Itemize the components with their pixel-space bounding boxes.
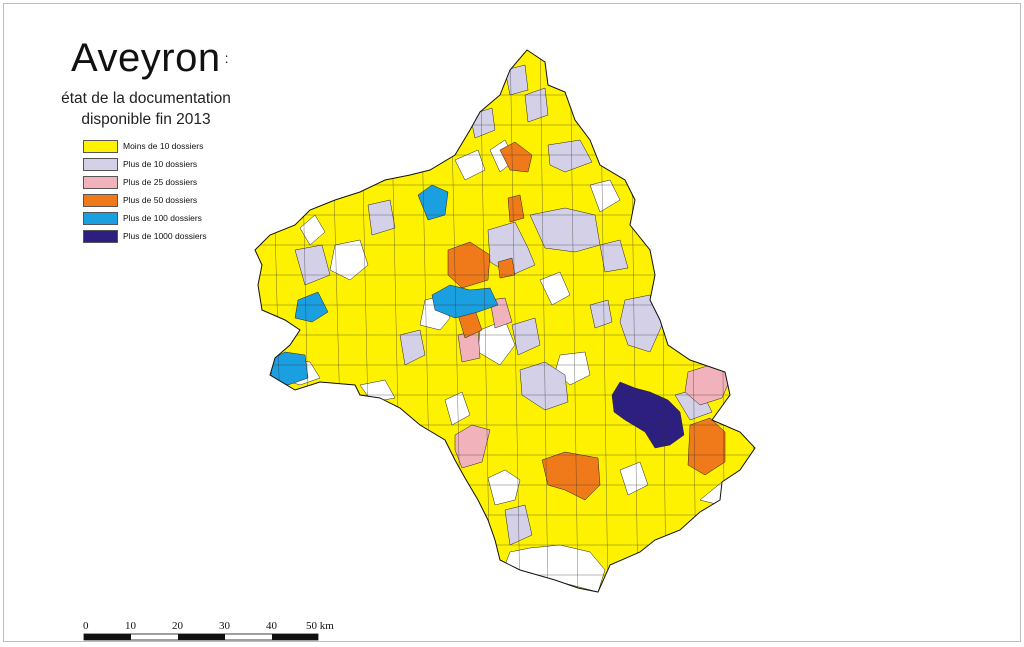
commune-polygon: [499, 141, 533, 173]
legend-swatch: [83, 139, 118, 153]
scale-tick-label: 0: [83, 620, 89, 632]
boundary-lines-horizontal: [255, 94, 755, 576]
commune-polygon: [541, 451, 601, 501]
title-block: Aveyron:: [40, 36, 260, 81]
subtitle-line-1: état de la documentation: [61, 90, 231, 107]
subtitle-line-2: disponible fin 2013: [81, 111, 211, 128]
commune-polygon: [524, 87, 549, 123]
legend-item-over-10: Plus de 10 dossiers: [83, 155, 207, 173]
legend-label: Plus de 25 dossiers: [123, 177, 198, 187]
commune-polygon: [329, 239, 369, 281]
commune-polygon: [539, 271, 571, 306]
scale-bar: [83, 633, 319, 641]
commune-polygon: [444, 391, 471, 426]
commune-polygon: [367, 199, 396, 236]
commune-polygon: [619, 294, 663, 353]
commune-polygon: [487, 469, 521, 506]
legend-label: Plus de 100 dossiers: [123, 213, 202, 223]
legend-label: Plus de 10 dossiers: [123, 159, 198, 169]
commune-polygon: [417, 184, 449, 221]
map-subtitle: état de la documentation disponible fin …: [30, 88, 262, 130]
communes-over-50: [447, 141, 726, 501]
scale-tick-label: 50 km: [306, 620, 334, 632]
legend-item-over-100: Plus de 100 dossiers: [83, 209, 207, 227]
commune-polygon: [504, 544, 606, 592]
scale-tick-label: 30: [219, 620, 230, 632]
commune-polygon: [589, 299, 613, 329]
legend-label: Plus de 50 dossiers: [123, 195, 198, 205]
commune-layer: [255, 50, 755, 592]
commune-polygon: [687, 417, 726, 476]
map-title: Aveyron:: [71, 36, 229, 80]
legend-swatch: [83, 229, 118, 243]
commune-polygon: [511, 317, 541, 356]
scale-tick-label: 20: [172, 620, 183, 632]
legend-label: Plus de 1000 dossiers: [123, 231, 207, 241]
legend-swatch: [83, 193, 118, 207]
commune-polygon: [299, 214, 326, 246]
scale-segment: [178, 634, 225, 640]
commune-polygon: [294, 291, 329, 323]
legend-item-over-25: Plus de 25 dossiers: [83, 173, 207, 191]
department-outline: [254, 49, 756, 593]
commune-polygon: [507, 194, 525, 223]
scale-labels: 0 10 20 30 40 50 km: [80, 620, 350, 634]
scale-tick-label: 10: [125, 620, 136, 632]
legend-item-under-10: Moins de 10 dossiers: [83, 137, 207, 155]
scale-tick-label: 40: [266, 620, 277, 632]
scale-segment: [272, 634, 318, 640]
commune-polygon: [547, 139, 593, 173]
legend-swatch: [83, 157, 118, 171]
aveyron-map: [254, 49, 756, 593]
commune-polygon: [399, 329, 426, 366]
legend-item-over-50: Plus de 50 dossiers: [83, 191, 207, 209]
communes-over-100: [269, 184, 499, 386]
legend-swatch: [83, 211, 118, 225]
map-frame: [3, 3, 1021, 642]
legend: Moins de 10 dossiers Plus de 10 dossiers…: [83, 137, 207, 245]
legend-item-over-1000: Plus de 1000 dossiers: [83, 227, 207, 245]
legend-label: Moins de 10 dossiers: [123, 141, 204, 151]
legend-swatch: [83, 175, 118, 189]
scale-segment: [84, 634, 131, 640]
commune-polygon: [454, 149, 486, 181]
commune-polygon: [589, 179, 621, 213]
